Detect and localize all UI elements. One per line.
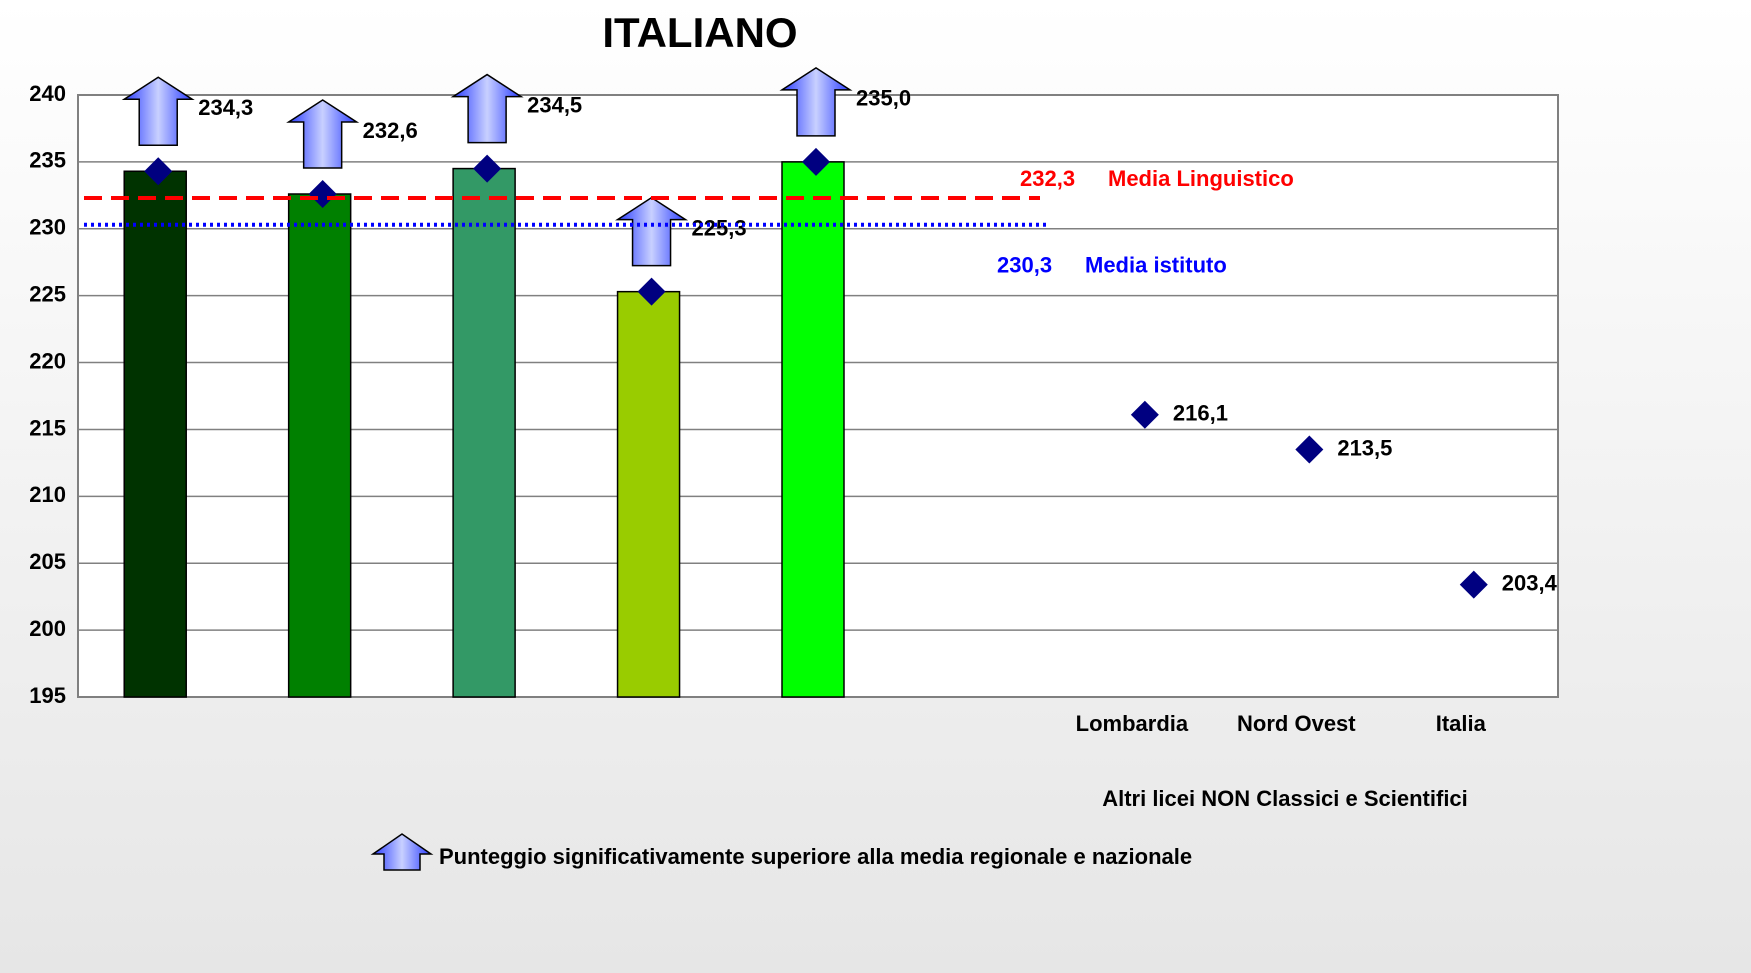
y-tick-label: 225 — [29, 281, 66, 306]
data-label: 235,0 — [856, 86, 911, 111]
y-tick-label: 210 — [29, 482, 66, 507]
y-tick-label: 220 — [29, 348, 66, 373]
marker — [144, 157, 173, 186]
legend-label: Punteggio significativamente superiore a… — [439, 844, 1192, 869]
legend-arrow — [370, 833, 434, 871]
data-label: 203,4 — [1502, 570, 1558, 595]
marker — [1130, 400, 1159, 429]
reference-value-label: 232,3 — [1020, 166, 1075, 191]
y-tick-label: 235 — [29, 148, 66, 173]
significance-arrow — [779, 66, 853, 137]
x-tick-label: Nord Ovest — [1237, 711, 1356, 736]
y-tick-label: 215 — [29, 415, 66, 440]
x-tick-label: Lombardia — [1076, 711, 1189, 736]
reference-label: Media Linguistico — [1108, 166, 1294, 191]
marker — [1459, 570, 1488, 599]
data-label: 232,6 — [363, 118, 418, 143]
significance-arrow — [450, 73, 524, 144]
y-tick-label: 195 — [29, 683, 66, 708]
data-label: 216,1 — [1173, 401, 1228, 426]
marker — [637, 277, 666, 306]
y-tick-label: 200 — [29, 616, 66, 641]
bar — [616, 290, 681, 698]
data-label: 213,5 — [1337, 435, 1392, 460]
data-label: 234,5 — [527, 92, 582, 117]
reference-label: Media istituto — [1085, 253, 1227, 278]
significance-arrow — [286, 99, 360, 169]
bar — [123, 170, 187, 698]
marker — [1295, 435, 1324, 464]
reference-value-label: 230,3 — [997, 253, 1052, 278]
group-label: Altri licei NON Classici e Scientifici — [1102, 786, 1468, 811]
marker — [473, 154, 502, 183]
significance-arrow — [615, 196, 689, 267]
bar — [781, 161, 845, 698]
chart-title: ITALIANO — [602, 9, 797, 56]
bar — [452, 167, 516, 698]
marker — [308, 179, 337, 208]
y-tick-label: 230 — [29, 215, 66, 240]
marker — [802, 147, 830, 176]
y-tick-label: 205 — [29, 549, 66, 574]
x-tick-label: Italia — [1436, 711, 1487, 736]
significance-arrow — [121, 76, 195, 147]
y-tick-label: 240 — [29, 81, 66, 106]
data-label: 234,3 — [198, 95, 253, 120]
data-label: 225,3 — [692, 215, 747, 240]
bar — [287, 193, 352, 698]
